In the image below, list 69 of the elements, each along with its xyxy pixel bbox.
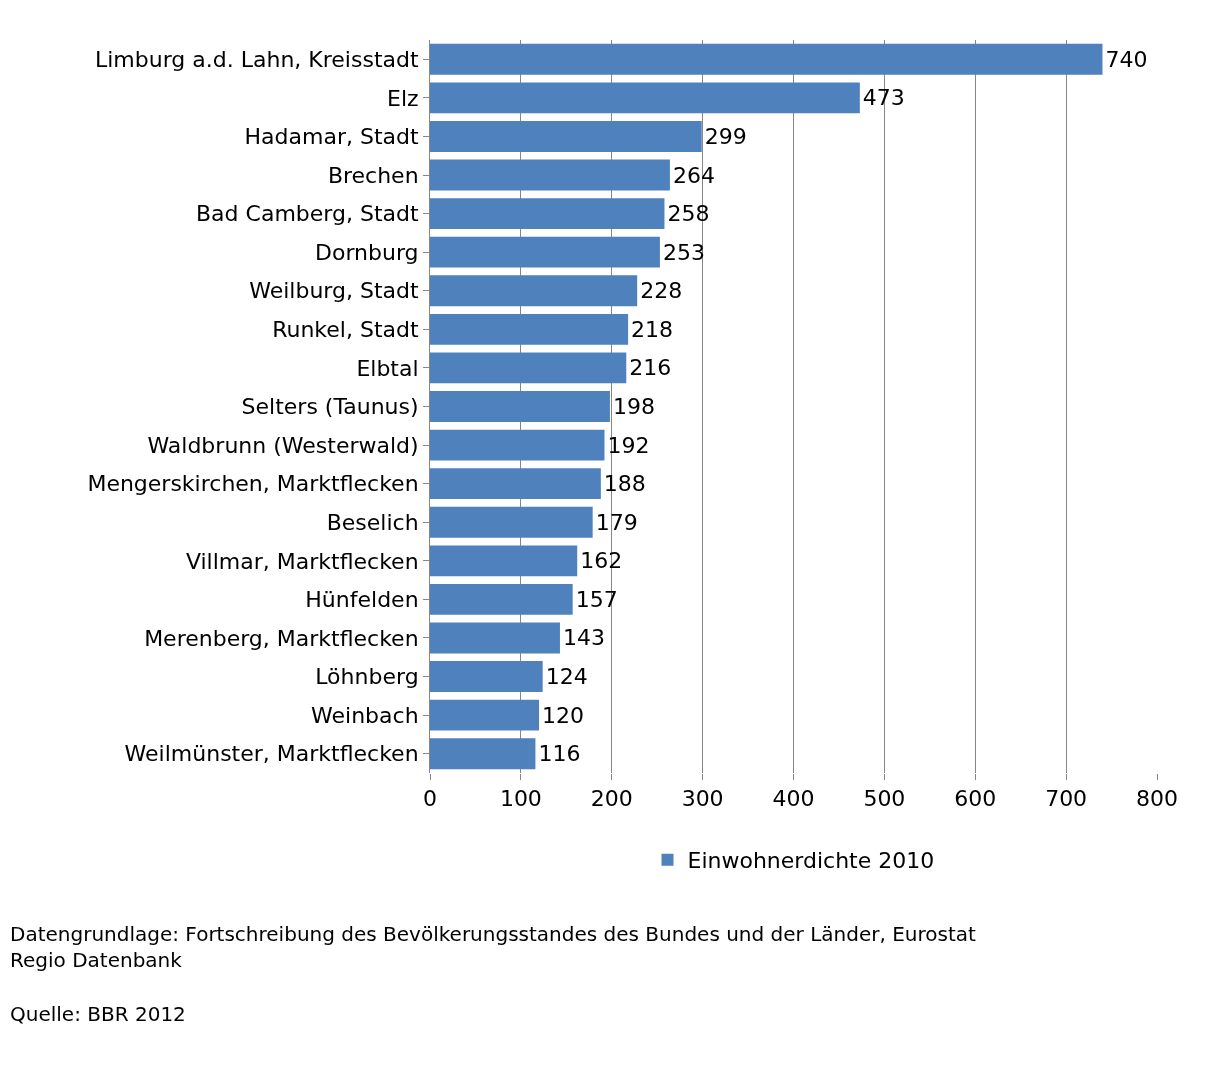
x-tick-label: 200 — [590, 786, 633, 812]
bar — [430, 275, 638, 307]
y-tick-label: Brechen — [327, 162, 419, 188]
bar — [430, 545, 578, 577]
data-label: 192 — [607, 432, 650, 458]
bar — [430, 699, 540, 731]
bar — [430, 313, 629, 345]
y-tick-label: Villmar, Marktflecken — [185, 548, 419, 574]
legend-label: Einwohnerdichte 2010 — [687, 848, 935, 874]
y-tick-label: Elbtal — [356, 355, 419, 381]
y-tick-label: Merenberg, Marktflecken — [144, 625, 419, 651]
data-label: 264 — [672, 162, 715, 188]
data-label: 162 — [580, 548, 623, 574]
data-label: 473 — [862, 85, 905, 111]
data-label: 228 — [640, 278, 683, 304]
source-note: Quelle: BBR 2012 — [10, 1002, 186, 1026]
data-label: 116 — [538, 741, 581, 767]
data-label: 188 — [603, 471, 646, 497]
y-tick-label: Waldbrunn (Westerwald) — [147, 432, 419, 458]
bar — [430, 43, 1103, 75]
data-label: 218 — [631, 316, 674, 342]
x-tick-label: 600 — [954, 786, 997, 812]
bar — [430, 583, 573, 615]
data-label: 253 — [662, 239, 705, 265]
x-tick-label: 300 — [681, 786, 724, 812]
x-tick-label: 500 — [863, 786, 906, 812]
bar — [430, 159, 670, 191]
y-tick-label: Weilmünster, Marktflecken — [124, 741, 419, 767]
data-label: 216 — [629, 355, 672, 381]
x-tick-label: 800 — [1136, 786, 1178, 812]
bar — [430, 121, 702, 152]
y-tick-label: Hadamar, Stadt — [244, 124, 419, 150]
y-tick-label: Selters (Taunus) — [241, 394, 419, 420]
bar — [430, 738, 536, 770]
y-tick-label: Elz — [387, 85, 419, 111]
data-label: 143 — [562, 625, 605, 651]
y-tick-label: Runkel, Stadt — [272, 317, 419, 343]
data-label: 740 — [1105, 46, 1148, 72]
bar — [430, 236, 660, 268]
y-tick-label: Limburg a.d. Lahn, Kreisstadt — [94, 46, 419, 72]
bar — [430, 82, 860, 114]
data-label: 299 — [704, 123, 747, 149]
data-label: 258 — [667, 201, 710, 227]
x-tick-label: 400 — [772, 786, 815, 812]
bar — [430, 506, 593, 538]
data-label: 157 — [575, 586, 618, 612]
y-tick-label: Mengerskirchen, Marktflecken — [87, 471, 419, 497]
data-label: 198 — [612, 394, 655, 419]
y-tick-label: Weinbach — [311, 702, 419, 728]
y-tick-label: Dornburg — [315, 239, 419, 265]
y-tick-label: Hünfelden — [305, 587, 419, 613]
bar — [430, 352, 627, 384]
x-tick-label: 0 — [423, 786, 437, 812]
bar — [430, 468, 601, 500]
bar — [430, 661, 543, 692]
bar — [430, 391, 610, 422]
bar — [430, 429, 605, 461]
x-tick-label: 100 — [499, 786, 542, 812]
y-tick-label: Beselich — [326, 509, 419, 535]
y-tick-label: Löhnberg — [315, 664, 419, 690]
data-label: 124 — [545, 664, 588, 690]
data-label: 179 — [595, 509, 638, 535]
y-tick-label: Bad Camberg, Stadt — [196, 201, 419, 227]
text: Datengrundlage: Fortschreibung des Bevölkerungsstandes des Bundes und der Länder, Eurostat Regio Datenbank — [10, 922, 977, 972]
x-tick-label: 700 — [1045, 786, 1088, 812]
bar — [430, 198, 665, 230]
data-label: 120 — [542, 702, 585, 728]
bar — [430, 622, 560, 654]
y-tick-label: Weilburg, Stadt — [249, 278, 419, 304]
